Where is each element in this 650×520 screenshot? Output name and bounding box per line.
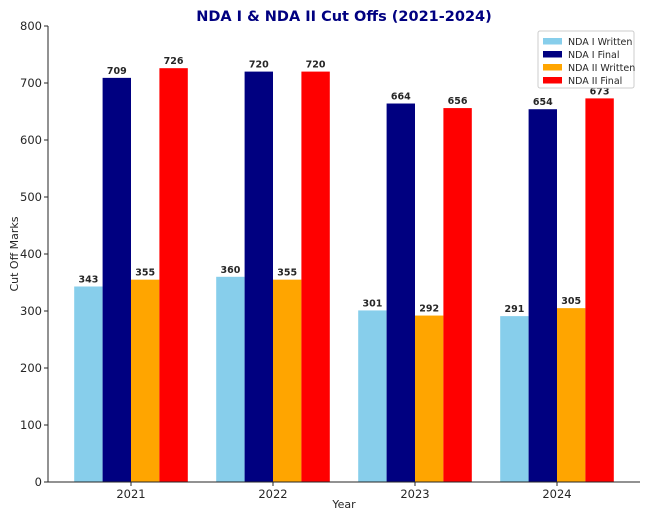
y-tick-label: 700	[20, 76, 42, 90]
bar-nda-i-written-2023	[358, 310, 387, 482]
data-label: 726	[164, 56, 184, 67]
bar-nda-i-final-2023	[386, 103, 415, 483]
legend-swatch	[543, 51, 562, 58]
x-tick-label: 2023	[400, 487, 429, 501]
data-label: 656	[448, 96, 468, 107]
data-label: 305	[561, 296, 581, 307]
bar-nda-i-written-2024	[500, 316, 529, 482]
legend-swatch	[543, 77, 562, 84]
y-tick-label: 500	[20, 190, 42, 204]
x-tick-label: 2021	[116, 487, 145, 501]
data-label: 301	[362, 298, 382, 309]
y-axis-label: Cut Off Marks	[8, 216, 21, 291]
bars-layer	[74, 68, 614, 483]
data-label: 720	[249, 60, 269, 71]
data-label: 673	[590, 86, 610, 97]
bar-nda-ii-final-2023	[443, 108, 472, 482]
y-tick-label: 200	[20, 361, 42, 375]
bar-nda-i-final-2024	[528, 109, 557, 482]
bar-nda-ii-written-2021	[131, 279, 160, 482]
legend-swatch	[543, 38, 562, 45]
data-label: 709	[107, 66, 127, 77]
legend-box	[537, 30, 635, 89]
x-tick-label: 2022	[258, 487, 287, 501]
legend: NDA I Written NDA I Final NDA II Written ND…	[537, 30, 635, 89]
data-label: 664	[391, 92, 411, 103]
bar-nda-ii-final-2022	[301, 71, 330, 482]
bar-nda-ii-written-2023	[415, 315, 444, 482]
data-label: 292	[419, 304, 439, 315]
bar-nda-i-written-2022	[216, 276, 245, 482]
legend-entry: NDA II Final	[568, 76, 622, 87]
bar-nda-ii-final-2021	[159, 68, 188, 483]
data-label: 654	[533, 97, 553, 108]
data-labels-layer: 343 360 301 291 709 720 664 654 355 355 292 305 726 7…	[78, 56, 609, 315]
bar-nda-i-written-2021	[74, 286, 103, 482]
data-label: 343	[78, 274, 98, 285]
chart-title: NDA I & NDA II Cut Offs (2021-2024)	[196, 9, 492, 25]
data-label: 355	[277, 268, 297, 279]
data-label: 360	[220, 265, 240, 276]
x-axis-label: Year	[331, 498, 356, 511]
y-tick-label: 300	[20, 304, 42, 318]
x-tick-label: 2024	[542, 487, 571, 501]
bar-nda-i-final-2022	[244, 71, 273, 482]
y-axis: 0 100 200 300 400 500 600 700 800	[20, 19, 49, 489]
y-tick-label: 0	[35, 475, 42, 489]
y-tick-label: 600	[20, 133, 42, 147]
y-tick-label: 800	[20, 19, 42, 33]
legend-entry: NDA I Written	[568, 37, 632, 48]
bar-nda-ii-written-2024	[557, 308, 586, 482]
bar-nda-ii-written-2022	[273, 279, 302, 482]
x-axis: 2021 2022 2023 2024	[48, 481, 640, 501]
data-label: 720	[306, 60, 326, 71]
y-tick-label: 100	[20, 418, 42, 432]
data-label: 291	[504, 304, 524, 315]
bar-nda-i-final-2021	[102, 77, 131, 483]
legend-swatch	[543, 64, 562, 71]
bar-nda-ii-final-2024	[585, 98, 614, 482]
y-tick-label: 400	[20, 247, 42, 261]
legend-entry: NDA I Final	[568, 50, 620, 61]
legend-entry: NDA II Written	[568, 63, 635, 74]
data-label: 355	[135, 268, 155, 279]
